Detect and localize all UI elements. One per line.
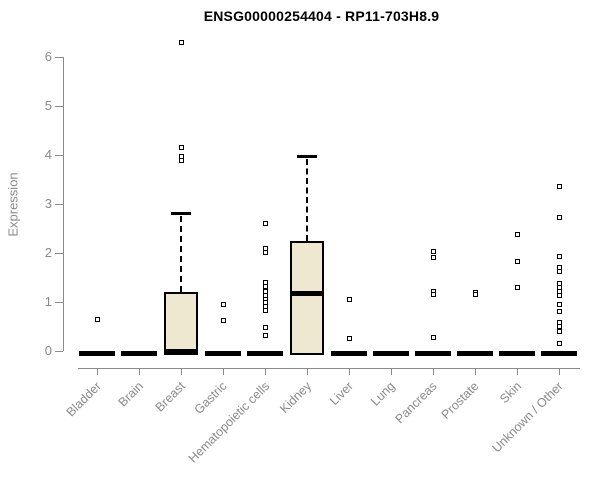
y-tick-label: 3 (44, 196, 52, 211)
outlier-point (556, 268, 562, 274)
outlier-point (178, 158, 184, 164)
outlier-point (430, 292, 436, 298)
x-category-label: Gastric (192, 379, 230, 417)
outlier-point (556, 184, 562, 190)
zero-bar (457, 351, 493, 356)
x-tick (559, 368, 560, 375)
outlier-point (556, 329, 562, 335)
whisker-cap (171, 211, 191, 215)
outlier-point (556, 319, 562, 325)
y-tick-label: 1 (44, 294, 52, 309)
x-category-label: Liver (326, 379, 356, 409)
outlier-point (430, 335, 436, 341)
x-tick (139, 368, 140, 375)
box (290, 241, 324, 355)
outlier-point (262, 333, 268, 339)
outlier-point (262, 249, 268, 255)
x-tick (475, 368, 476, 375)
y-tick-label: 4 (44, 147, 52, 162)
x-category-label: Skin (496, 379, 524, 407)
zero-bar (541, 351, 577, 356)
outlier-point (556, 214, 562, 220)
x-category-label: Kidney (276, 379, 314, 416)
zero-bar (205, 351, 241, 356)
chart-title: ENSG00000254404 - RP11-703H8.9 (203, 8, 440, 24)
x-tick (307, 368, 308, 375)
outlier-point (556, 324, 562, 330)
outlier-point (346, 296, 352, 302)
y-tick (55, 106, 63, 107)
x-tick (181, 368, 182, 375)
zero-bar (247, 351, 283, 356)
zero-bar (499, 351, 535, 356)
x-tick (349, 368, 350, 375)
y-tick-label: 5 (44, 98, 52, 113)
y-tick (55, 351, 63, 352)
outlier-point (556, 302, 562, 308)
outlier-point (262, 220, 268, 226)
outlier-point (178, 145, 184, 151)
y-tick (55, 253, 63, 254)
box (164, 292, 198, 355)
y-tick-label: 6 (44, 49, 52, 64)
x-tick (265, 368, 266, 375)
x-tick (391, 368, 392, 375)
x-axis-line (78, 368, 580, 369)
x-tick (223, 368, 224, 375)
x-category-label: Brain (115, 379, 146, 410)
x-tick (433, 368, 434, 375)
y-tick (55, 57, 63, 58)
x-category-label: Breast (152, 379, 188, 415)
outlier-point (556, 254, 562, 260)
whisker-cap (297, 154, 317, 158)
outlier-point (262, 325, 268, 331)
outlier-point (514, 285, 520, 291)
outlier-point (556, 309, 562, 315)
zero-bar (373, 351, 409, 356)
outlier-point (430, 248, 436, 254)
x-tick (97, 368, 98, 375)
y-tick (55, 155, 63, 156)
outlier-point (514, 232, 520, 238)
x-category-label: Lung (368, 379, 398, 409)
x-category-label: Bladder (63, 379, 104, 420)
whisker (180, 215, 182, 293)
outlier-point (220, 317, 226, 323)
zero-bar (415, 351, 451, 356)
x-category-label: Hematopoietic cells (185, 379, 272, 466)
outlier-point (556, 340, 562, 346)
x-tick (517, 368, 518, 375)
y-tick (55, 204, 63, 205)
outlier-point (178, 39, 184, 45)
outlier-point (472, 292, 478, 298)
y-tick (55, 302, 63, 303)
zero-bar (121, 351, 157, 356)
y-axis-line (63, 57, 64, 351)
outlier-point (94, 316, 100, 322)
outlier-point (346, 336, 352, 342)
x-category-label: Prostate (439, 379, 482, 422)
y-tick-label: 0 (44, 343, 52, 358)
outlier-point (220, 302, 226, 308)
outlier-point (430, 255, 436, 261)
zero-bar (79, 351, 115, 356)
y-tick-label: 2 (44, 245, 52, 260)
outlier-point (514, 259, 520, 265)
median-line (164, 349, 198, 354)
outlier-point (262, 308, 268, 314)
median-line (290, 291, 324, 297)
whisker (306, 158, 308, 242)
outlier-point (556, 292, 562, 298)
x-category-label: Pancreas (392, 379, 440, 427)
zero-bar (331, 351, 367, 356)
